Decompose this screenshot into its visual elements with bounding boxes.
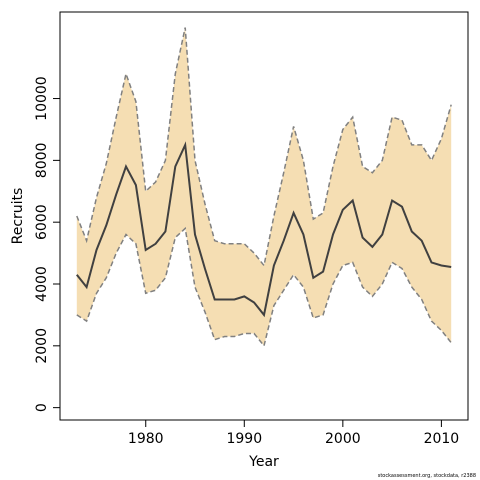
upper-bound-line bbox=[76, 27, 452, 268]
recruits-estimate-line bbox=[76, 141, 452, 318]
confidence-band-layer bbox=[76, 27, 452, 348]
y-tick-label: 10000 bbox=[34, 76, 50, 121]
y-tick-label: 8000 bbox=[34, 143, 50, 179]
lower-bound-line bbox=[76, 226, 452, 348]
confidence-band bbox=[76, 27, 452, 346]
y-tick-label: 0 bbox=[34, 403, 50, 412]
x-axis: 1980 1990 2000 2010 bbox=[128, 420, 459, 447]
x-tick-label: 1990 bbox=[226, 431, 262, 447]
credit-text: stockassessment.org, stockdata, r2388 bbox=[378, 473, 476, 479]
y-tick-label: 2000 bbox=[34, 328, 50, 364]
y-axis-title: Recruits bbox=[10, 188, 26, 245]
plot-frame bbox=[59, 11, 469, 421]
y-axis: 0 2000 4000 6000 8000 10000 bbox=[34, 76, 60, 412]
x-axis-title: Year bbox=[248, 454, 279, 470]
y-tick-label: 6000 bbox=[34, 204, 50, 240]
x-tick-label: 2000 bbox=[325, 431, 361, 447]
x-tick-label: 1980 bbox=[128, 431, 164, 447]
estimate-line-layer bbox=[76, 141, 452, 318]
x-tick-label: 2010 bbox=[424, 431, 460, 447]
y-tick-label: 4000 bbox=[34, 266, 50, 302]
